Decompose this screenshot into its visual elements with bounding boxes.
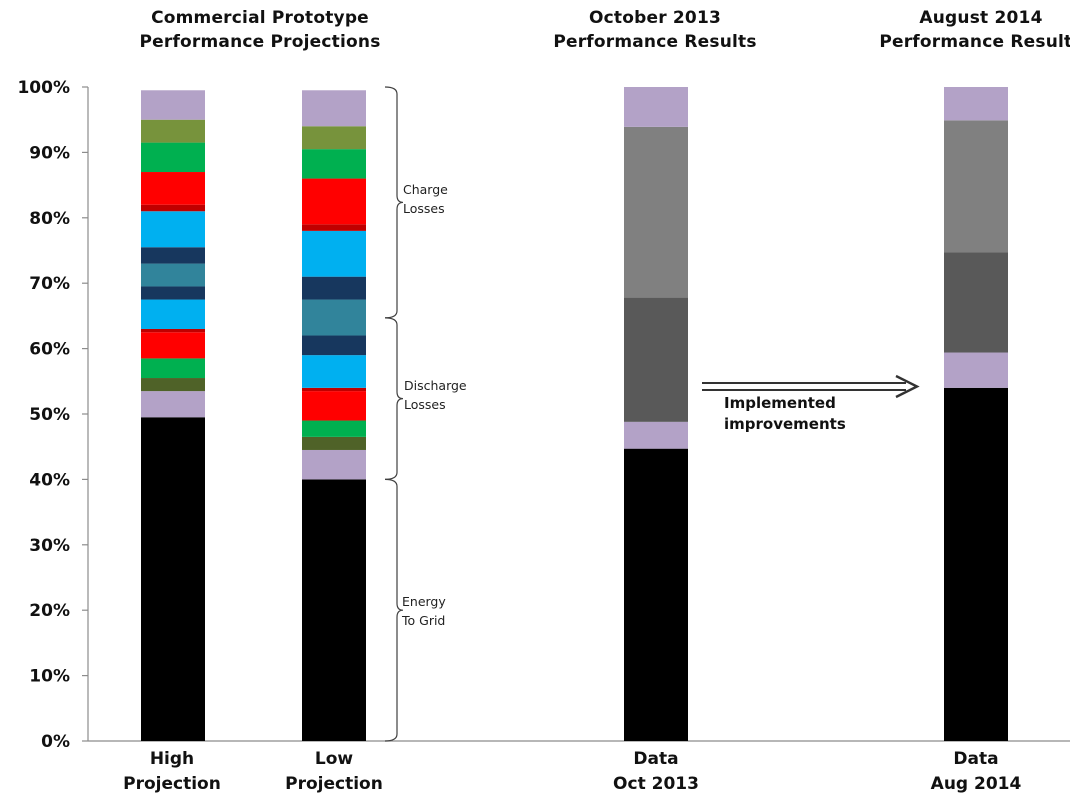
bar-segment bbox=[302, 126, 366, 150]
header-line: October 2013 bbox=[588, 8, 722, 28]
bar-segment bbox=[141, 332, 205, 359]
bar-segment bbox=[141, 204, 205, 212]
bar-segment bbox=[141, 211, 205, 248]
bar-segment bbox=[624, 421, 688, 449]
bar-segment bbox=[302, 449, 366, 480]
discharge-losses-brace bbox=[384, 317, 404, 480]
annotation-line: Energy bbox=[402, 594, 446, 609]
bar-segment bbox=[302, 420, 366, 437]
bar-segment bbox=[302, 276, 366, 300]
bar-segment bbox=[141, 90, 205, 120]
header-aug-2014-results: August 2014 Performance Results bbox=[866, 6, 1070, 54]
stacked-bar bbox=[624, 87, 688, 741]
y-tick-label: 20% bbox=[29, 601, 70, 621]
y-tick-label: 0% bbox=[41, 732, 70, 752]
charge-losses-brace bbox=[384, 86, 404, 319]
category-line: Low bbox=[314, 749, 354, 769]
bar-segment bbox=[944, 387, 1008, 741]
category-label-data-aug-2014: Data Aug 2014 bbox=[916, 747, 1036, 797]
bar-segment bbox=[141, 286, 205, 300]
bar-segment bbox=[141, 119, 205, 143]
bar-segment bbox=[141, 263, 205, 287]
bar-segment bbox=[141, 299, 205, 329]
header-oct-2013-results: October 2013 Performance Results bbox=[540, 6, 770, 54]
arrow-head bbox=[895, 374, 920, 399]
category-line: Data bbox=[953, 749, 999, 769]
category-line: Data bbox=[633, 749, 679, 769]
header-line: August 2014 bbox=[919, 8, 1043, 28]
discharge-losses-label: Discharge Losses bbox=[404, 376, 467, 414]
improvement-arrow bbox=[702, 374, 920, 399]
bar-segment bbox=[624, 448, 688, 741]
bar-segment bbox=[302, 149, 366, 179]
stacked-bar bbox=[944, 87, 1008, 741]
bar-segment bbox=[141, 142, 205, 173]
header-line: Commercial Prototype bbox=[151, 8, 369, 28]
bar-segment bbox=[302, 335, 366, 356]
header-line: Performance Results bbox=[879, 32, 1070, 52]
bar-segment bbox=[624, 126, 688, 298]
category-line: Aug 2014 bbox=[930, 774, 1022, 794]
stacked-bar bbox=[302, 90, 366, 741]
annotation-line: Losses bbox=[404, 397, 446, 412]
annotation-line: improvements bbox=[724, 415, 846, 433]
bar-segment bbox=[302, 178, 366, 225]
energy-to-grid-brace bbox=[384, 478, 404, 742]
brace-layer bbox=[384, 86, 404, 742]
bar-segment bbox=[302, 90, 366, 127]
annotation-line: Charge bbox=[403, 182, 448, 197]
charge-losses-label: Charge Losses bbox=[403, 180, 448, 218]
y-tick-label: 100% bbox=[17, 78, 70, 98]
bar-segment bbox=[141, 172, 205, 205]
bar-segment bbox=[141, 378, 205, 392]
header-line: Performance Projections bbox=[139, 32, 381, 52]
bar-segment bbox=[944, 352, 1008, 388]
bar-segment bbox=[302, 224, 366, 231]
bar-segment bbox=[141, 391, 205, 418]
category-label-high-projection: High Projection bbox=[112, 747, 232, 797]
annotation-line: To Grid bbox=[402, 613, 446, 628]
bar-segment bbox=[944, 87, 1008, 121]
category-label-data-oct-2013: Data Oct 2013 bbox=[596, 747, 716, 797]
energy-to-grid-label: Energy To Grid bbox=[402, 592, 446, 630]
bar-segment bbox=[302, 299, 366, 336]
category-line: High bbox=[149, 749, 195, 769]
bar-segment bbox=[141, 358, 205, 379]
annotation-line: Losses bbox=[403, 201, 445, 216]
axis-layer: 0% 10% 20% 30% 40% 50% 60% 70% 80% 90% 100% bbox=[17, 78, 1070, 752]
y-tick-label: 70% bbox=[29, 274, 70, 294]
bar-segment bbox=[141, 417, 205, 741]
implemented-improvements-label: Implemented improvements bbox=[724, 393, 846, 435]
y-tick-label: 80% bbox=[29, 209, 70, 229]
y-tick-label: 40% bbox=[29, 470, 70, 490]
bars-layer bbox=[141, 87, 1008, 741]
category-line: Oct 2013 bbox=[613, 774, 699, 794]
bar-segment bbox=[624, 297, 688, 422]
bar-segment bbox=[302, 230, 366, 277]
bar-segment bbox=[302, 387, 366, 392]
category-line: Projection bbox=[123, 774, 221, 794]
header-commercial-projections: Commercial Prototype Performance Project… bbox=[130, 6, 390, 54]
annotation-line: Discharge bbox=[404, 378, 467, 393]
y-tick-label: 30% bbox=[29, 536, 70, 556]
bar-segment bbox=[302, 479, 366, 741]
y-tick-label: 50% bbox=[29, 405, 70, 425]
category-line: Projection bbox=[285, 774, 383, 794]
header-line: Performance Results bbox=[553, 32, 757, 52]
bar-segment bbox=[302, 436, 366, 450]
bar-segment bbox=[302, 391, 366, 421]
bar-segment bbox=[141, 328, 205, 333]
bar-segment bbox=[141, 247, 205, 264]
category-label-low-projection: Low Projection bbox=[274, 747, 394, 797]
bar-segment bbox=[302, 355, 366, 388]
y-tick-label: 10% bbox=[29, 667, 70, 687]
bar-segment bbox=[624, 87, 688, 127]
stacked-bar bbox=[141, 90, 205, 741]
bar-segment bbox=[944, 120, 1008, 253]
y-tick-label: 60% bbox=[29, 340, 70, 360]
y-tick-label: 90% bbox=[29, 143, 70, 163]
annotation-line: Implemented bbox=[724, 394, 836, 412]
bar-segment bbox=[944, 252, 1008, 353]
